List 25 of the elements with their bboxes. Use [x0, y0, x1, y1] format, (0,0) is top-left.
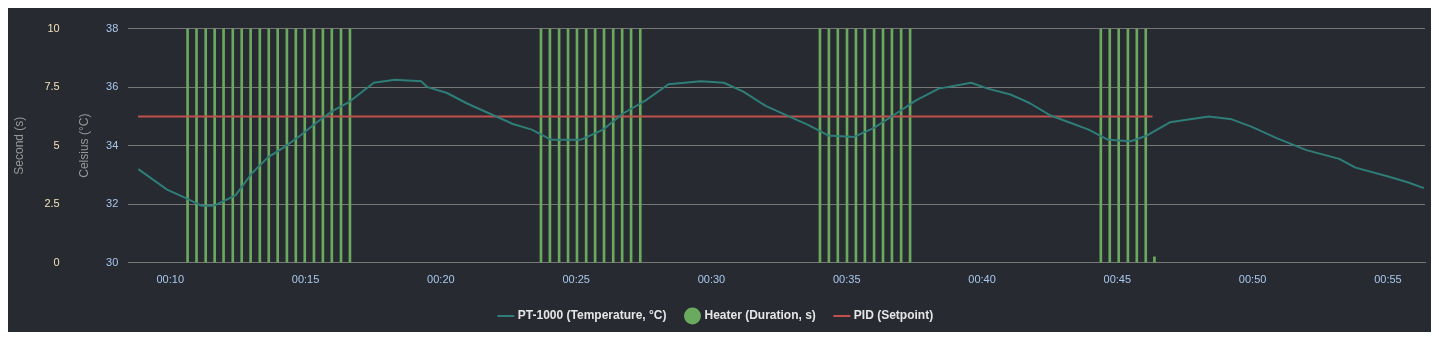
x-tick-label: 00:30: [697, 273, 726, 286]
y2-tick-label: 10: [47, 21, 60, 34]
x-tick-label: 00:10: [156, 273, 185, 286]
y2-tick-label: 2.5: [44, 197, 60, 210]
y2-tick-label: 7.5: [44, 80, 60, 93]
y-tick-label: 30: [106, 255, 119, 268]
x-tick-label: 00:55: [1374, 273, 1402, 286]
x-tick-label: 00:15: [291, 273, 320, 286]
x-tick-label: 00:25: [562, 273, 590, 286]
y-axis-title: Celsius (°C): [77, 113, 92, 178]
y2-axis-title: Second (s): [11, 116, 26, 175]
y2-tick-label: 0: [53, 255, 60, 268]
y2-tick-label: 5: [53, 138, 60, 151]
x-tick-label: 00:35: [832, 273, 861, 286]
y-tick-label: 34: [106, 138, 119, 151]
y-tick-label: 38: [106, 21, 119, 34]
legend-label: Heater (Duration, s): [704, 308, 816, 323]
x-tick-label: 00:45: [1103, 273, 1132, 286]
y-tick-label: 32: [106, 197, 119, 210]
legend-label: PT-1000 (Temperature, °C): [517, 308, 667, 323]
legend-label: PID (Setpoint): [853, 308, 934, 323]
x-tick-label: 00:40: [968, 273, 996, 286]
y-tick-label: 36: [106, 80, 119, 93]
x-tick-label: 00:50: [1238, 273, 1267, 286]
x-tick-label: 00:20: [427, 273, 455, 286]
